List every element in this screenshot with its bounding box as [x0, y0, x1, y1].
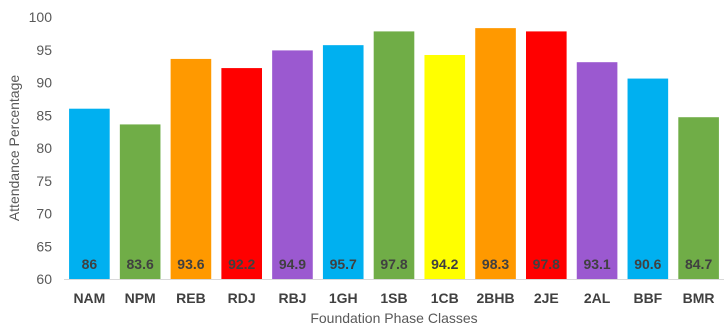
y-tick-label: 100 [29, 9, 53, 25]
bar-rdj [221, 68, 262, 279]
y-tick-label: 60 [36, 271, 52, 287]
data-label: 95.7 [330, 256, 357, 272]
y-tick-label: 90 [36, 75, 52, 91]
data-label: 86 [82, 256, 98, 272]
bar-2je [526, 31, 567, 279]
x-tick-label: 2AL [584, 290, 611, 306]
x-tick-label: BMR [683, 290, 715, 306]
bar-reb [171, 59, 212, 279]
bar-bmr [678, 117, 719, 279]
data-label: 93.1 [583, 256, 610, 272]
data-label: 97.8 [533, 256, 560, 272]
data-label: 84.7 [685, 256, 712, 272]
x-tick-label: 1GH [329, 290, 358, 306]
data-label: 93.6 [177, 256, 204, 272]
x-tick-label: RBJ [278, 290, 306, 306]
y-tick-label: 75 [36, 173, 52, 189]
x-tick-label: 2BHB [476, 290, 514, 306]
x-tick-label: 2JE [534, 290, 559, 306]
bar-1cb [424, 55, 465, 279]
x-axis-ticks: NAM NPM REB RDJ RBJ 1GH 1SB 1CB 2BHB 2JE 2AL BBF BMR [73, 290, 714, 306]
data-label: 92.2 [228, 256, 255, 272]
bars-group [69, 28, 719, 279]
bar-rbj [272, 50, 313, 279]
data-label: 83.6 [127, 256, 154, 272]
x-tick-label: REB [176, 290, 206, 306]
data-label: 94.9 [279, 256, 306, 272]
bar-1sb [374, 31, 415, 279]
bar-1gh [323, 45, 364, 279]
data-label: 90.6 [634, 256, 661, 272]
bar-2al [577, 62, 618, 279]
y-tick-label: 80 [36, 140, 52, 156]
x-axis-title: Foundation Phase Classes [310, 310, 477, 326]
x-tick-label: BBF [633, 290, 662, 306]
y-tick-label: 70 [36, 206, 52, 222]
y-axis-title: Attendance Percentage [6, 75, 22, 222]
data-label: 98.3 [482, 256, 509, 272]
x-tick-label: NAM [73, 290, 105, 306]
x-tick-label: RDJ [228, 290, 256, 306]
x-tick-label: 1SB [380, 290, 407, 306]
y-axis-ticks: 60 65 70 75 80 85 90 95 100 [29, 9, 53, 287]
x-tick-label: NPM [125, 290, 156, 306]
data-label: 94.2 [431, 256, 458, 272]
x-tick-label: 1CB [431, 290, 459, 306]
bar-nam [69, 109, 110, 279]
y-tick-label: 85 [36, 107, 52, 123]
bar-bbf [628, 79, 669, 279]
bar-2bhb [475, 28, 516, 279]
y-tick-label: 65 [36, 238, 52, 254]
data-label: 97.8 [380, 256, 407, 272]
y-tick-label: 95 [36, 42, 52, 58]
